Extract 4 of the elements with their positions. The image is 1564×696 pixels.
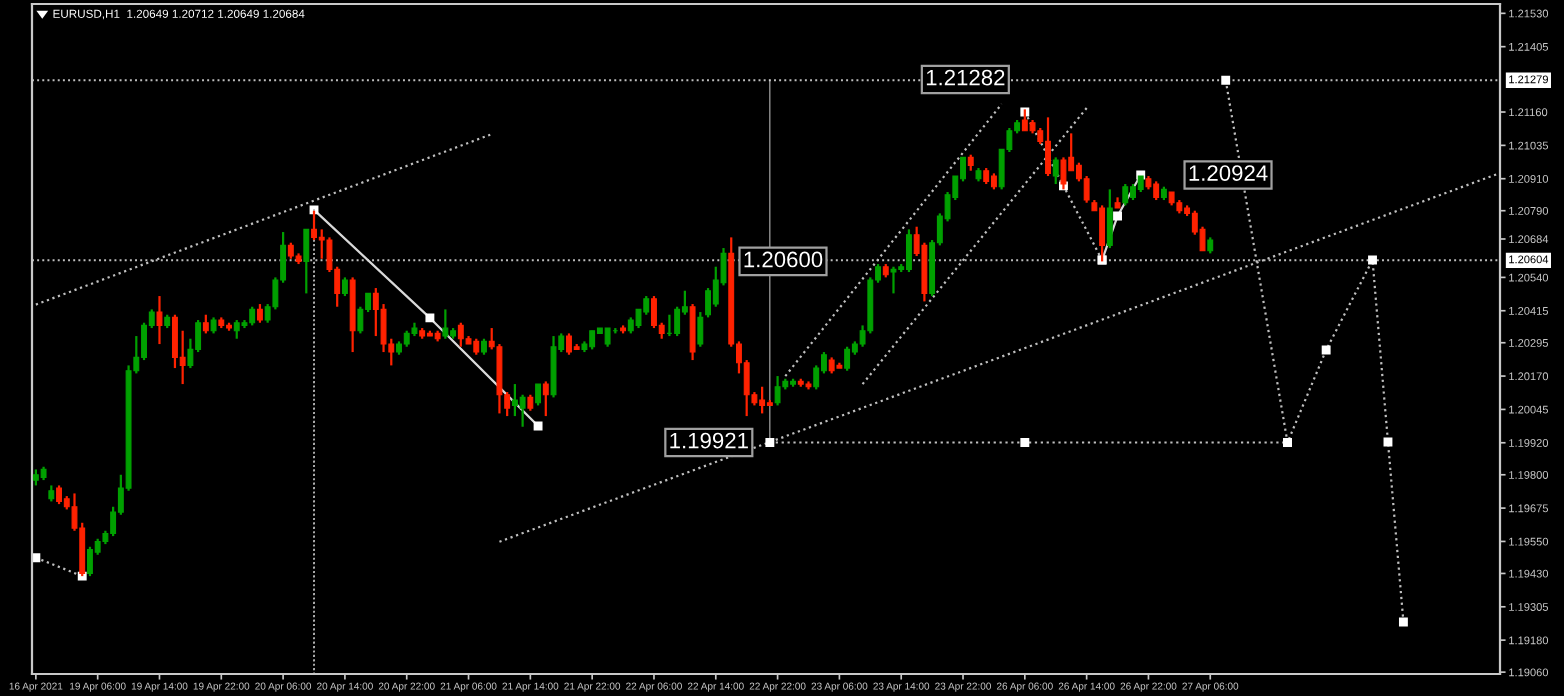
annotation: 1.20924 <box>1189 165 1268 181</box>
annotation: 1.20600 <box>744 251 823 268</box>
annotation: 1.21282 <box>926 69 1005 86</box>
annotation: 1.19921 <box>670 432 748 449</box>
